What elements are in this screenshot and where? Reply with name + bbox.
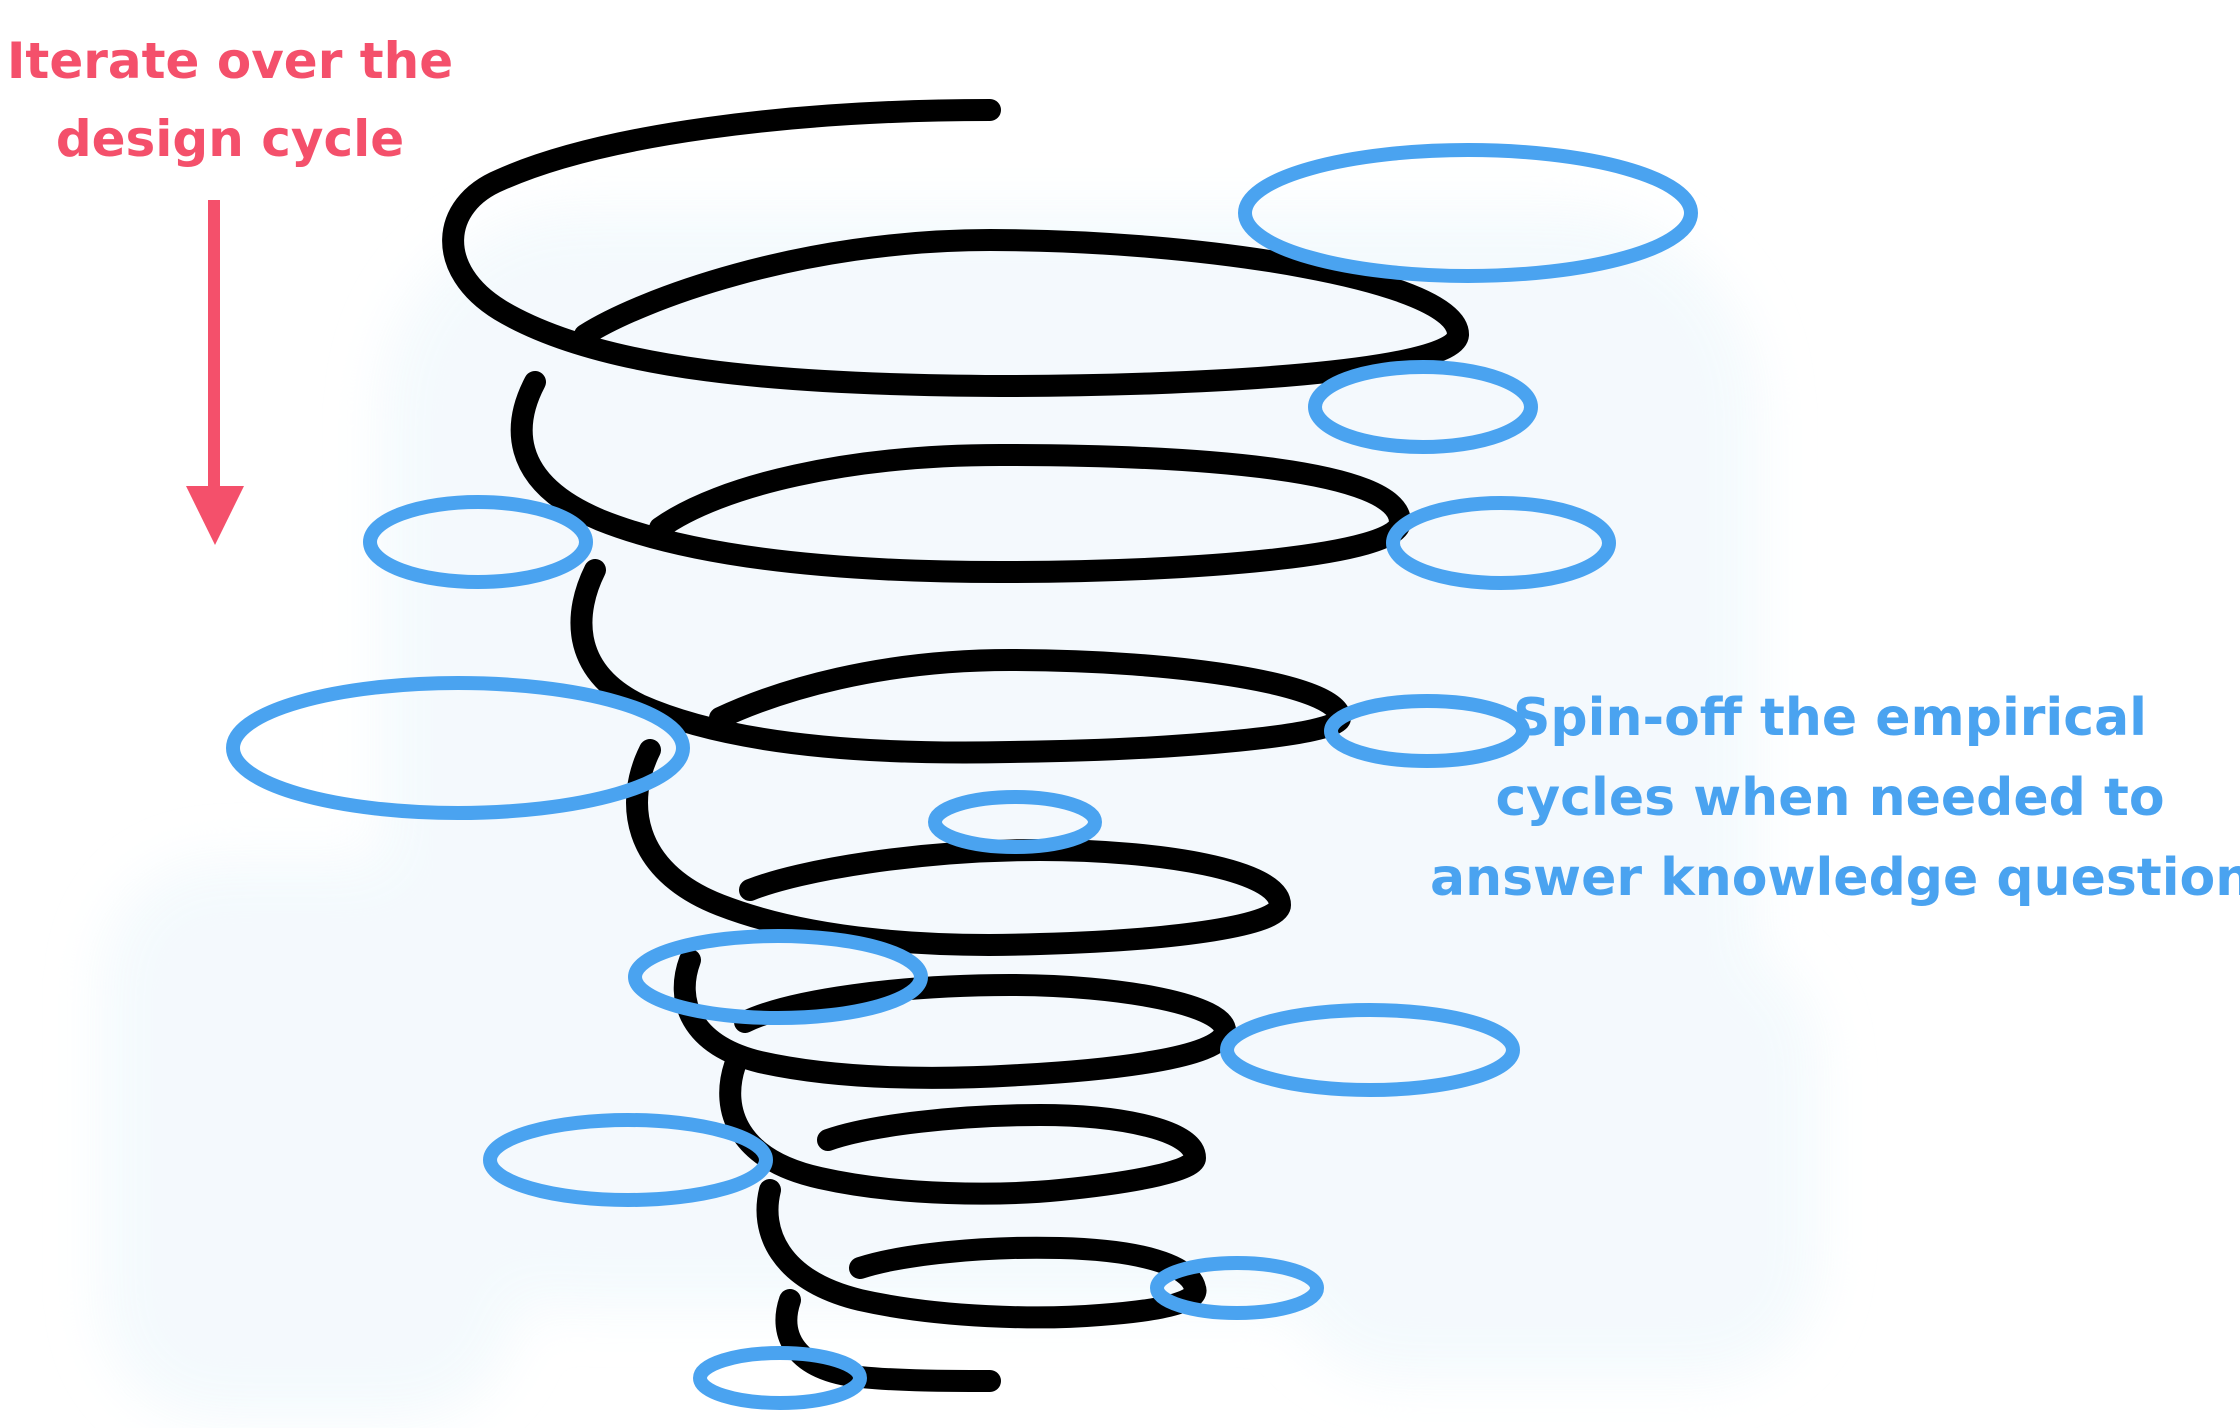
glow-area bbox=[100, 860, 520, 1420]
down-arrow-icon bbox=[186, 200, 244, 545]
empirical-cycle bbox=[628, 929, 928, 1025]
empirical-cycle bbox=[1220, 1003, 1520, 1097]
empirical-cycle bbox=[693, 1346, 867, 1410]
empirical-cycle bbox=[1238, 143, 1698, 283]
spiral-loop bbox=[442, 99, 1469, 397]
arrow-shaft bbox=[208, 200, 220, 490]
caption-line: answer knowledge questions. bbox=[1430, 848, 2240, 908]
empirical-cycle bbox=[928, 790, 1102, 854]
empirical-cycle-caption: Spin-off the empirical cycles when neede… bbox=[1430, 678, 2240, 918]
spiral-loop bbox=[510, 371, 1411, 583]
caption-line: Iterate over the bbox=[6, 32, 454, 90]
glow-area bbox=[1280, 940, 1820, 1380]
empirical-cycle bbox=[1386, 496, 1616, 590]
spiral-loop bbox=[719, 1054, 1206, 1205]
empirical-cycle bbox=[483, 1113, 773, 1207]
empirical-cycle bbox=[1308, 360, 1538, 454]
arrow-head bbox=[186, 486, 244, 545]
empirical-cycle bbox=[1324, 694, 1530, 768]
empirical-cycle bbox=[1150, 1256, 1324, 1320]
design-cycle-caption: Iterate over the design cycle bbox=[0, 22, 460, 178]
caption-line: design cycle bbox=[55, 110, 405, 168]
empirical-cycles bbox=[226, 143, 1698, 1410]
caption-line: cycles when needed to bbox=[1495, 768, 2165, 828]
empirical-cycle bbox=[226, 676, 690, 820]
caption-line: Spin-off the empirical bbox=[1512, 688, 2147, 748]
spiral-loop bbox=[673, 949, 1236, 1089]
empirical-cycle bbox=[363, 495, 593, 589]
